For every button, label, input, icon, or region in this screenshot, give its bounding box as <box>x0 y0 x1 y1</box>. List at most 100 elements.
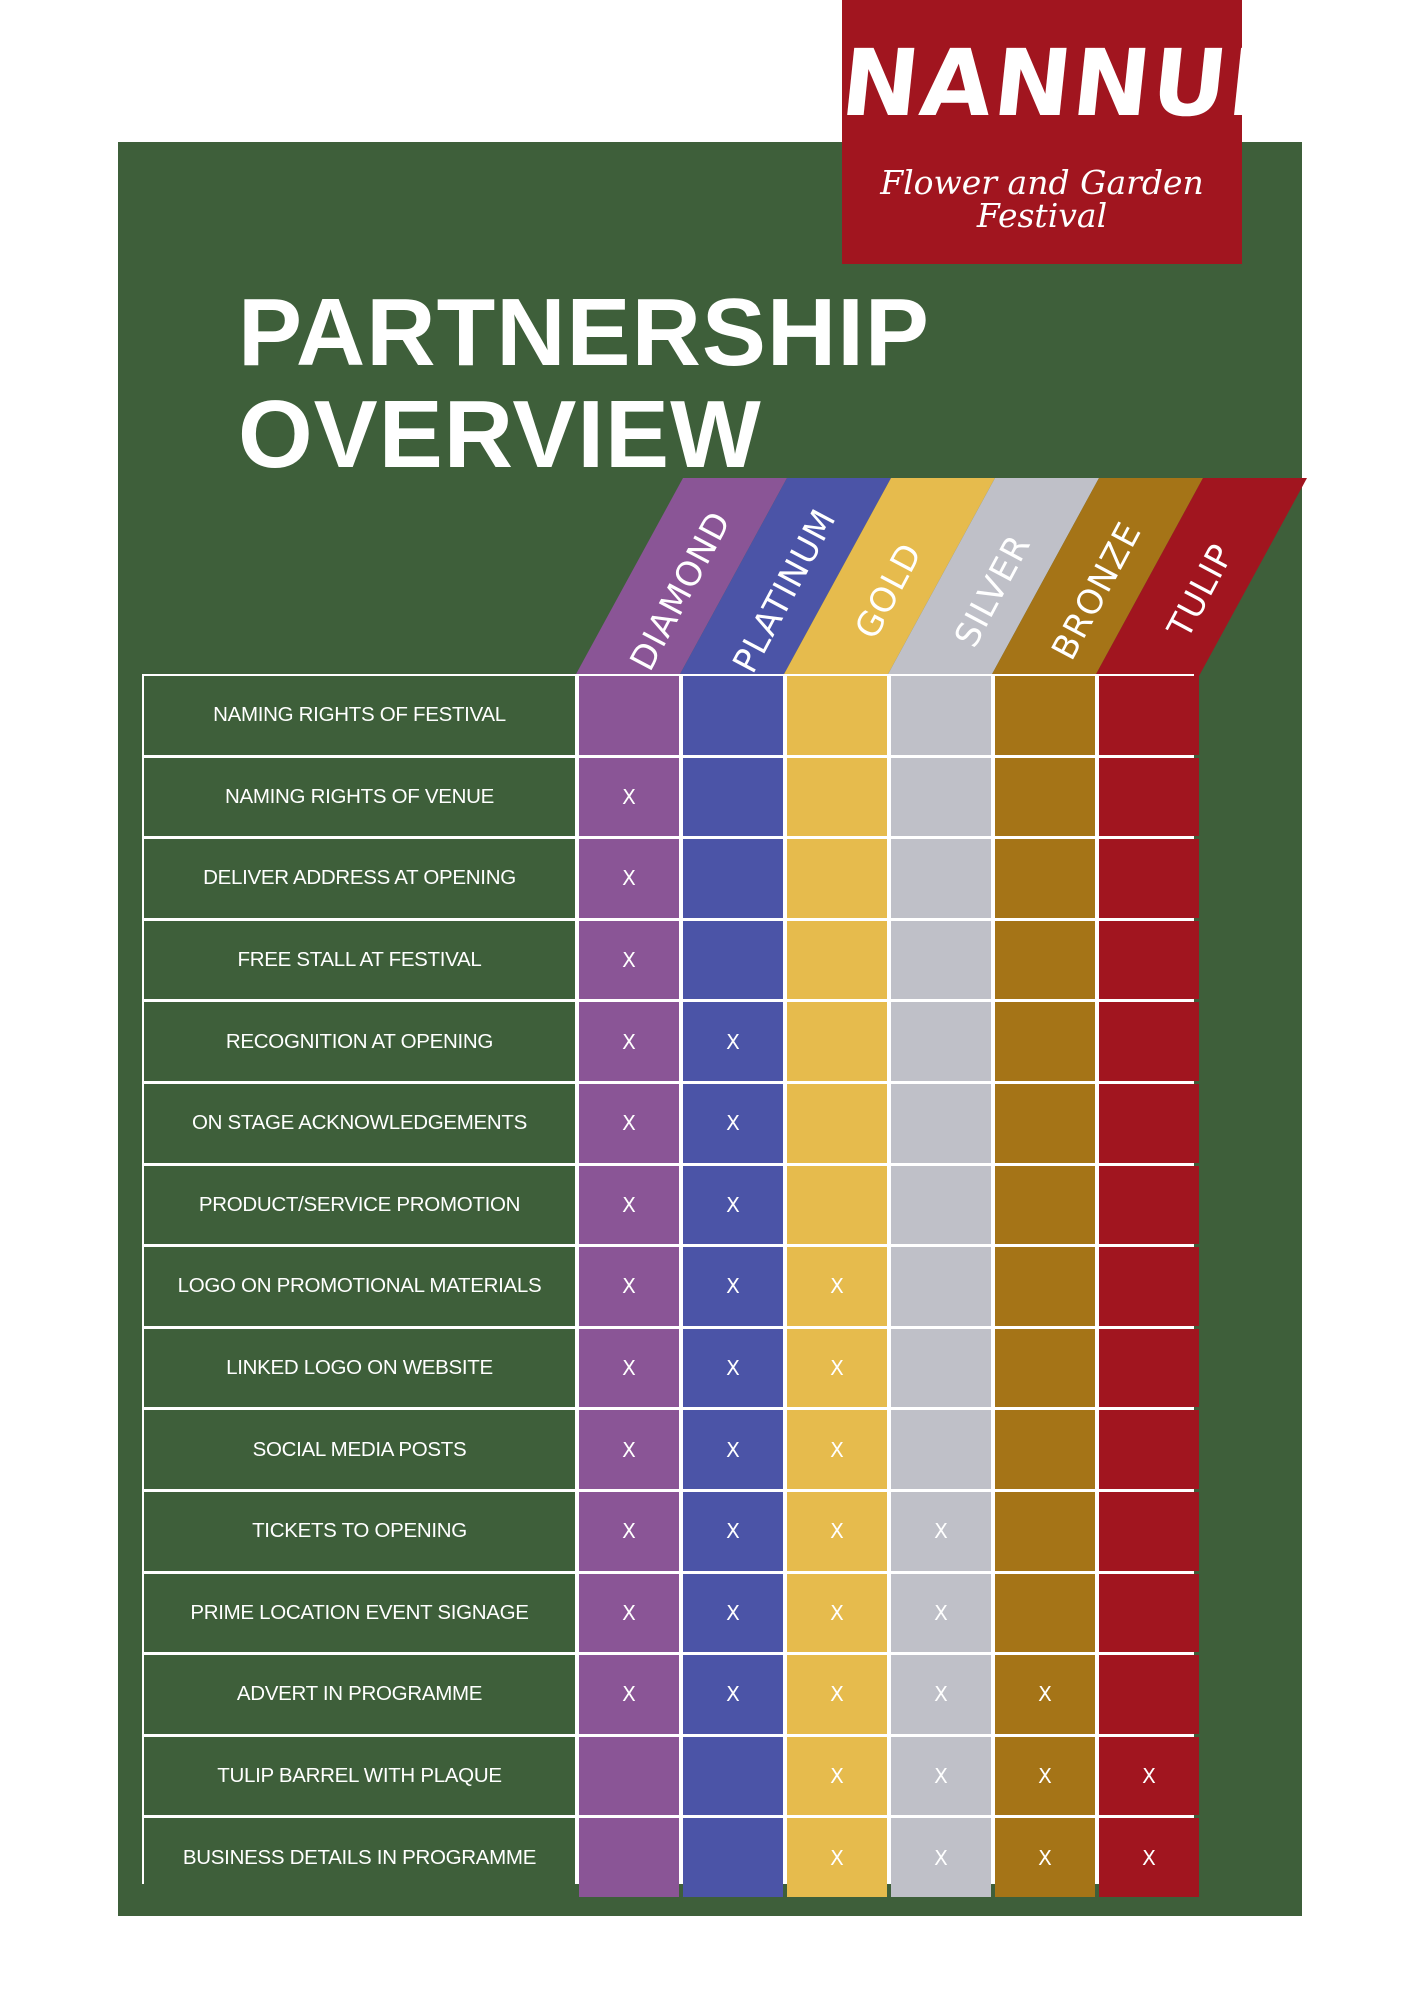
included-mark: X <box>726 1192 740 1217</box>
included-mark: X <box>830 1519 844 1544</box>
included-mark: X <box>622 1519 636 1544</box>
tier-cell-bronze <box>995 1328 1095 1408</box>
page-title-line-2: OVERVIEW <box>238 381 762 488</box>
tier-cell-gold <box>787 1002 887 1081</box>
tier-cell-tulip <box>1099 1655 1199 1734</box>
tier-cell-silver: X <box>891 1491 991 1571</box>
tier-cell-diamond: X <box>579 1083 679 1163</box>
included-mark: X <box>622 1600 636 1625</box>
benefit-label: TULIP BARREL WITH PLAQUE <box>144 1736 575 1816</box>
included-mark: X <box>726 1356 740 1381</box>
included-mark: X <box>830 1764 844 1789</box>
tier-cell-gold: X <box>787 1736 887 1816</box>
tier-cell-diamond: X <box>579 757 679 837</box>
tier-cell-diamond <box>579 1818 679 1897</box>
included-mark: X <box>1038 1764 1052 1789</box>
tier-cell-platinum <box>683 1736 783 1816</box>
logo-name: NANNUP <box>836 30 1305 137</box>
tier-cell-tulip <box>1099 839 1199 918</box>
tier-cell-gold: X <box>787 1247 887 1326</box>
benefit-label: ADVERT IN PROGRAMME <box>144 1655 575 1734</box>
tier-cell-bronze: X <box>995 1655 1095 1734</box>
tier-cell-silver: X <box>891 1736 991 1816</box>
included-mark: X <box>830 1600 844 1625</box>
included-mark: X <box>726 1519 740 1544</box>
included-mark: X <box>622 1437 636 1462</box>
tier-cell-platinum <box>683 920 783 1000</box>
included-mark: X <box>726 1274 740 1299</box>
tier-cell-tulip <box>1099 1002 1199 1081</box>
included-mark: X <box>1038 1845 1052 1870</box>
benefit-label: SOCIAL MEDIA POSTS <box>144 1410 575 1489</box>
included-mark: X <box>830 1356 844 1381</box>
tier-cell-platinum: X <box>683 1573 783 1653</box>
tier-cell-silver <box>891 839 991 918</box>
tier-cell-platinum <box>683 757 783 837</box>
tier-cell-bronze <box>995 1083 1095 1163</box>
tier-cell-tulip <box>1099 1410 1199 1489</box>
tier-cell-silver <box>891 757 991 837</box>
tier-cell-silver <box>891 1328 991 1408</box>
page-title: PARTNERSHIP OVERVIEW <box>238 282 930 486</box>
included-mark: X <box>622 1274 636 1299</box>
included-mark: X <box>622 1111 636 1136</box>
benefit-label: NAMING RIGHTS OF FESTIVAL <box>144 676 575 755</box>
tier-cell-bronze <box>995 1247 1095 1326</box>
tier-cell-bronze <box>995 1410 1095 1489</box>
tier-cell-platinum: X <box>683 1410 783 1489</box>
benefit-label: LINKED LOGO ON WEBSITE <box>144 1328 575 1408</box>
included-mark: X <box>934 1845 948 1870</box>
partnership-table: NAMING RIGHTS OF FESTIVAL NAMING RIGHTS O… <box>142 674 1199 1897</box>
tier-cell-platinum: X <box>683 1165 783 1245</box>
included-mark: X <box>622 784 636 809</box>
tier-cell-gold <box>787 1083 887 1163</box>
included-mark: X <box>934 1519 948 1544</box>
benefit-label: PRIME LOCATION EVENT SIGNAGE <box>144 1573 575 1653</box>
included-mark: X <box>830 1845 844 1870</box>
tier-cell-bronze <box>995 1002 1095 1081</box>
tier-cell-silver: X <box>891 1818 991 1897</box>
tier-cell-diamond: X <box>579 839 679 918</box>
included-mark: X <box>934 1682 948 1707</box>
tier-cell-silver <box>891 1165 991 1245</box>
included-mark: X <box>830 1682 844 1707</box>
logo-tagline: Flower and Garden Festival <box>880 163 1204 235</box>
tier-cell-gold <box>787 676 887 755</box>
tier-cell-tulip <box>1099 1165 1199 1245</box>
included-mark: X <box>726 1600 740 1625</box>
tier-cell-gold <box>787 920 887 1000</box>
benefit-label: TICKETS TO OPENING <box>144 1491 575 1571</box>
tier-cell-tulip: X <box>1099 1818 1199 1897</box>
tier-cell-bronze: X <box>995 1818 1095 1897</box>
benefit-label: BUSINESS DETAILS IN PROGRAMME <box>144 1818 575 1897</box>
included-mark: X <box>934 1600 948 1625</box>
included-mark: X <box>726 1029 740 1054</box>
tier-cell-bronze <box>995 757 1095 837</box>
tier-cell-platinum: X <box>683 1655 783 1734</box>
tier-cell-gold: X <box>787 1573 887 1653</box>
tier-cell-bronze <box>995 1491 1095 1571</box>
tier-cell-platinum <box>683 1818 783 1897</box>
included-mark: X <box>726 1111 740 1136</box>
tier-cell-silver: X <box>891 1573 991 1653</box>
included-mark: X <box>1142 1845 1156 1870</box>
tier-cell-silver <box>891 1247 991 1326</box>
tier-cell-platinum <box>683 839 783 918</box>
included-mark: X <box>1142 1764 1156 1789</box>
benefit-label: DELIVER ADDRESS AT OPENING <box>144 839 575 918</box>
included-mark: X <box>622 1029 636 1054</box>
tier-cell-tulip <box>1099 676 1199 755</box>
benefit-label: NAMING RIGHTS OF VENUE <box>144 757 575 837</box>
included-mark: X <box>934 1764 948 1789</box>
included-mark: X <box>830 1274 844 1299</box>
tier-cell-silver <box>891 920 991 1000</box>
tier-cell-silver <box>891 1083 991 1163</box>
tier-cell-tulip <box>1099 1083 1199 1163</box>
tier-cell-bronze <box>995 1573 1095 1653</box>
tier-cell-tulip <box>1099 757 1199 837</box>
tier-cell-diamond: X <box>579 1410 679 1489</box>
tier-cell-bronze <box>995 920 1095 1000</box>
benefit-label: RECOGNITION AT OPENING <box>144 1002 575 1081</box>
tier-cell-silver <box>891 676 991 755</box>
tier-cell-diamond: X <box>579 1328 679 1408</box>
